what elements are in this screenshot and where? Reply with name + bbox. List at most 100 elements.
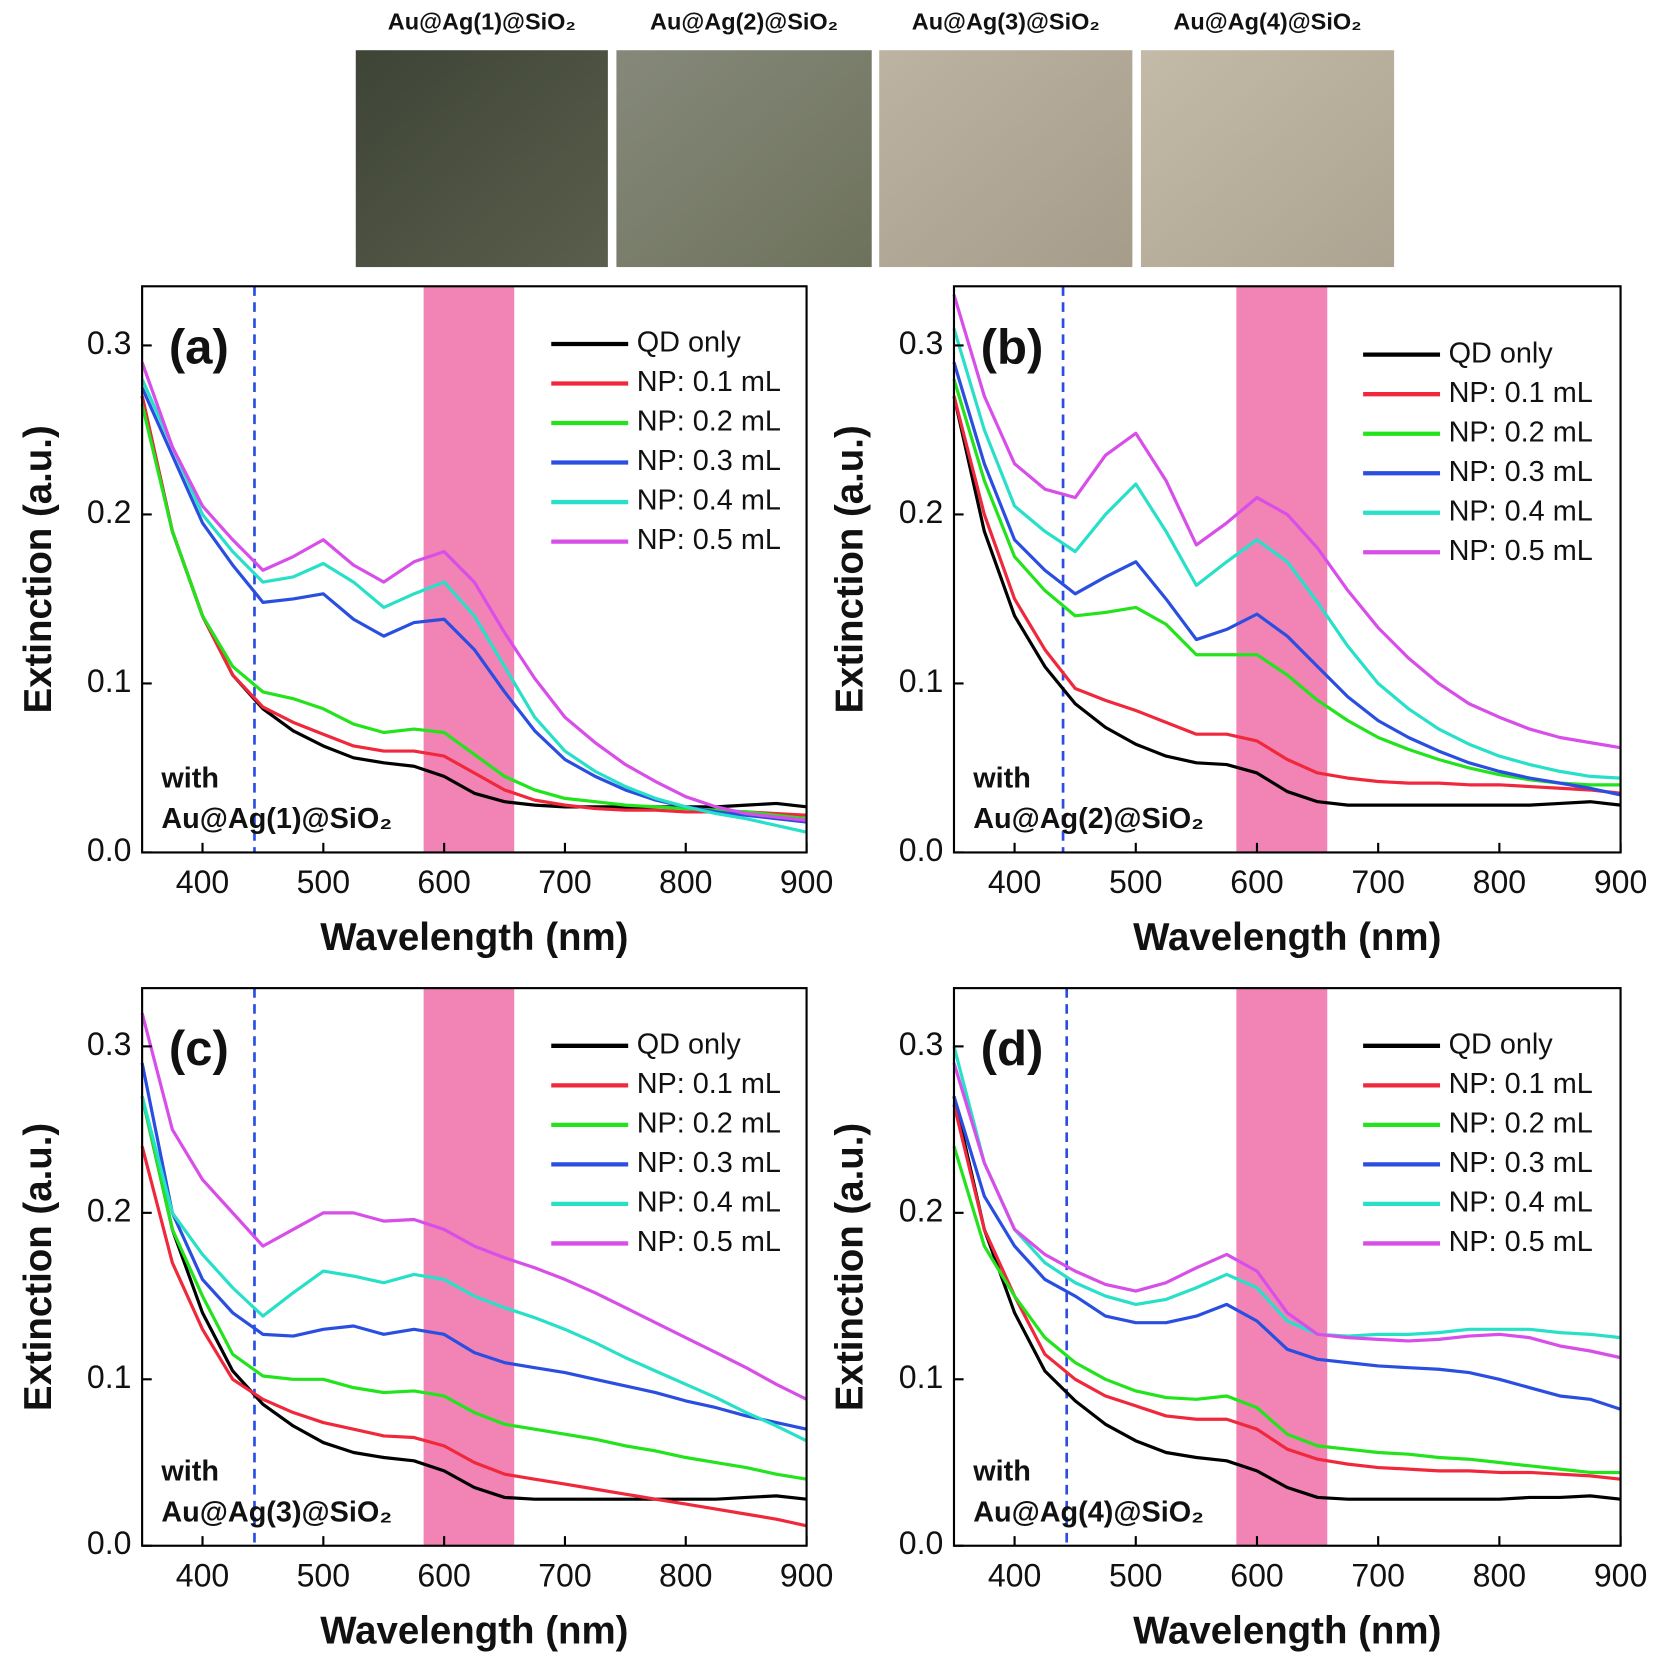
x-tick-label: 900: [1594, 864, 1647, 900]
series-line: [952, 395, 1621, 807]
legend-label: QD only: [1449, 1028, 1554, 1060]
legend-label: NP: 0.1 mL: [637, 366, 781, 398]
x-tick-label: 400: [988, 864, 1041, 900]
y-tick-label: 0.3: [899, 325, 944, 361]
annotation: Au@Ag(2)@SiO₂: [973, 803, 1204, 835]
panel: 400 500 600 700 800 900 0.0 0.1 0.2 0.3 Wavelength…: [829, 285, 1647, 959]
series-line: [140, 1145, 807, 1528]
x-tick-label: 600: [1230, 1557, 1283, 1593]
panel-title: (d): [981, 1022, 1044, 1076]
series-line: [952, 395, 1621, 795]
y-tick-label: 0.3: [899, 1026, 944, 1062]
annotation: Au@Ag(1)@SiO₂: [161, 803, 392, 835]
series-line: [140, 1095, 807, 1481]
y-tick-label: 0.2: [899, 494, 944, 530]
legend-label: NP: 0.2 mL: [637, 1107, 781, 1139]
series-line: [140, 1062, 807, 1431]
photo: [1140, 50, 1395, 268]
photo-label: Au@Ag(1)@SiO₂: [388, 9, 576, 35]
y-axis-label: Extinction (a.u.): [17, 425, 60, 713]
legend-label: NP: 0.4 mL: [637, 485, 781, 517]
panel: 400 500 600 700 800 900 0.0 0.1 0.2 0.3 Wavelength…: [17, 285, 833, 959]
x-tick-label: 900: [780, 1557, 833, 1593]
series-line: [952, 1104, 1621, 1481]
annotation: with: [972, 1456, 1031, 1488]
series-line: [140, 361, 807, 822]
legend-label: NP: 0.4 mL: [637, 1187, 781, 1219]
band: [423, 286, 515, 853]
x-tick-label: 500: [1109, 1557, 1162, 1593]
legend-label: NP: 0.1 mL: [637, 1068, 781, 1100]
annotation: Au@Ag(3)@SiO₂: [161, 1496, 392, 1528]
legend-label: NP: 0.4 mL: [1449, 495, 1593, 527]
x-tick-label: 800: [659, 1557, 712, 1593]
series-line: [952, 1145, 1621, 1475]
x-axis-label: Wavelength (nm): [320, 1609, 628, 1652]
x-tick-label: 500: [1109, 864, 1162, 900]
x-axis-label: Wavelength (nm): [1133, 916, 1441, 959]
series-line: [952, 294, 1621, 750]
legend-label: QD only: [637, 327, 742, 359]
x-tick-label: 800: [1473, 1557, 1526, 1593]
series-line: [952, 328, 1621, 780]
x-tick-label: 400: [988, 1557, 1041, 1593]
series-line: [140, 395, 807, 817]
y-tick-label: 0.1: [899, 663, 944, 699]
y-tick-label: 0.3: [87, 1026, 132, 1062]
y-axis-label: Extinction (a.u.): [829, 1123, 872, 1411]
legend-label: NP: 0.3 mL: [1449, 456, 1593, 488]
photo: [879, 50, 1133, 268]
x-tick-label: 500: [297, 864, 350, 900]
y-tick-label: 0.3: [87, 325, 132, 361]
x-tick-label: 400: [176, 1557, 229, 1593]
series-line: [952, 1062, 1621, 1360]
x-tick-label: 800: [1473, 864, 1526, 900]
y-tick-label: 0.2: [87, 1192, 132, 1228]
x-axis-label: Wavelength (nm): [1133, 1609, 1441, 1652]
legend-label: NP: 0.2 mL: [1449, 416, 1593, 448]
x-tick-label: 700: [538, 864, 591, 900]
annotation: with: [160, 762, 219, 794]
y-tick-label: 0.2: [87, 494, 132, 530]
x-tick-label: 600: [417, 1557, 470, 1593]
y-tick-label: 0.0: [87, 832, 132, 868]
legend-label: QD only: [637, 1028, 742, 1060]
legend-label: NP: 0.5 mL: [1449, 1226, 1593, 1258]
legend-label: NP: 0.2 mL: [1449, 1107, 1593, 1139]
legend-label: NP: 0.1 mL: [1449, 1068, 1593, 1100]
photo-label: Au@Ag(2)@SiO₂: [650, 9, 838, 35]
series-line: [140, 378, 807, 834]
photo: [616, 50, 872, 268]
legend-label: NP: 0.5 mL: [637, 524, 781, 556]
y-tick-label: 0.1: [899, 1359, 944, 1395]
y-tick-label: 0.2: [899, 1192, 944, 1228]
x-tick-label: 800: [659, 864, 712, 900]
y-tick-label: 0.0: [899, 832, 944, 868]
x-tick-label: 700: [1351, 864, 1404, 900]
panel: 400 500 600 700 800 900 0.0 0.1 0.2 0.3 Wavelength…: [17, 987, 833, 1652]
y-tick-label: 0.1: [87, 1359, 132, 1395]
x-tick-label: 600: [417, 864, 470, 900]
band: [423, 988, 515, 1546]
panel-title: (b): [981, 320, 1044, 374]
legend-label: NP: 0.5 mL: [637, 1226, 781, 1258]
plot-frame: [141, 987, 808, 1547]
x-tick-label: 400: [176, 864, 229, 900]
y-axis-label: Extinction (a.u.): [829, 425, 872, 713]
series-line: [140, 1012, 808, 1401]
legend-label: QD only: [1449, 337, 1554, 369]
series-line: [952, 378, 1621, 787]
x-tick-label: 900: [1594, 1557, 1647, 1593]
photo-label: Au@Ag(4)@SiO₂: [1173, 9, 1361, 35]
legend-label: NP: 0.3 mL: [637, 1147, 781, 1179]
x-tick-label: 600: [1230, 864, 1283, 900]
x-tick-label: 700: [538, 1557, 591, 1593]
series-line: [952, 1095, 1621, 1501]
x-axis-label: Wavelength (nm): [320, 916, 628, 959]
x-tick-label: 500: [297, 1557, 350, 1593]
plot-frame: [952, 285, 1622, 854]
series-line: [952, 1095, 1622, 1411]
panel-title: (c): [169, 1022, 229, 1076]
legend-label: NP: 0.2 mL: [637, 406, 781, 438]
